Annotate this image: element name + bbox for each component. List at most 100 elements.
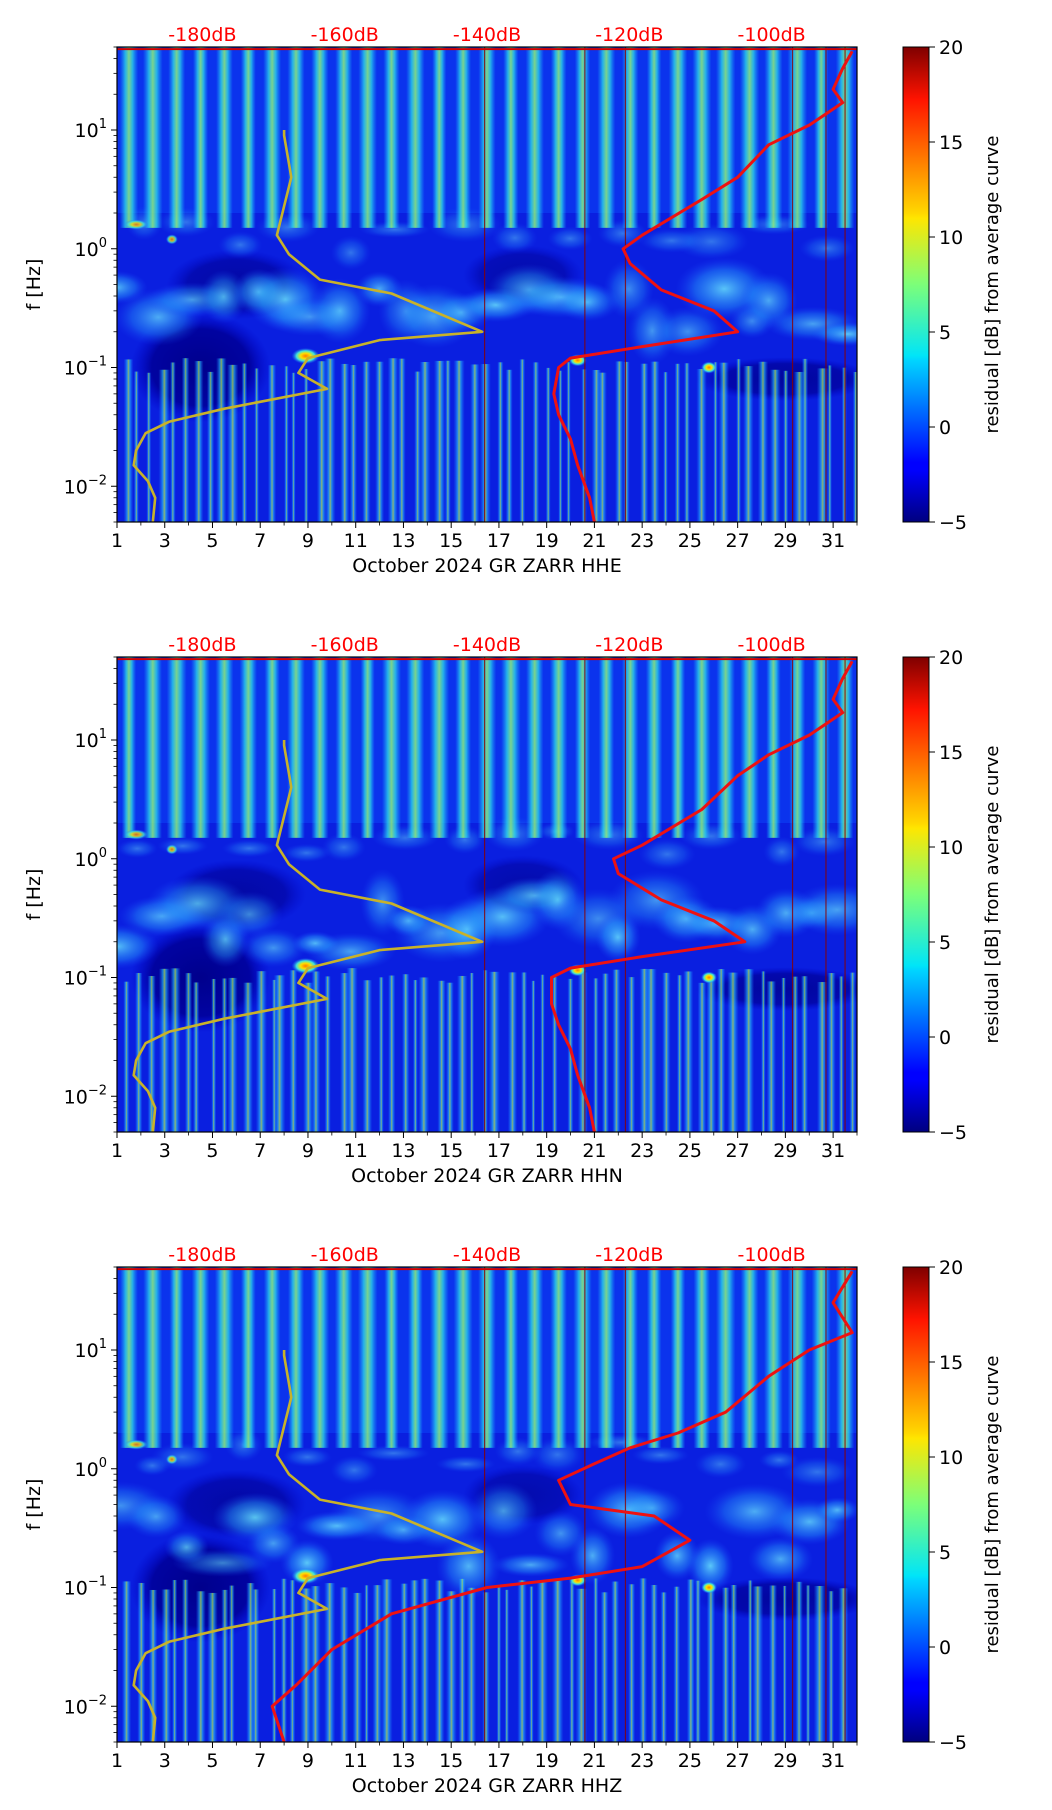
lowfreq-stripe — [743, 969, 755, 1132]
secondary-blob — [157, 837, 209, 855]
x-tick-label: 11 — [344, 1750, 368, 1772]
daily-stripe — [621, 657, 639, 838]
x-tick-label: 9 — [302, 530, 314, 552]
lowfreq-stripe — [683, 971, 694, 1132]
daily-stripe — [240, 47, 256, 228]
y-tick-label: 10−2 — [64, 473, 107, 498]
x-tick-label: 11 — [344, 1140, 368, 1162]
secondary-blob — [282, 1447, 333, 1468]
lowfreq-stripe — [696, 368, 707, 522]
lowfreq-stripe — [545, 367, 551, 522]
lowfreq-stripe — [816, 368, 829, 522]
lowfreq-stripe — [793, 371, 806, 522]
lowfreq-stripe — [540, 974, 545, 1132]
daily-stripe — [406, 657, 425, 838]
x-tick-label: 31 — [821, 1140, 845, 1162]
daily-stripe — [263, 47, 282, 228]
lowfreq-stripe — [482, 1592, 490, 1742]
y-tick-label: 10−1 — [64, 965, 107, 990]
hot-spot — [291, 957, 320, 974]
lowfreq-stripe — [627, 977, 636, 1132]
lowfreq-stripe — [531, 980, 536, 1132]
daily-stripe — [645, 657, 663, 838]
lowfreq-stripe — [581, 369, 587, 522]
x-tick-label: 27 — [726, 1140, 750, 1162]
lowfreq-stripe — [781, 977, 786, 1132]
db-scale-label: -180dB — [168, 634, 236, 656]
daily-stripe — [455, 47, 472, 228]
lowfreq-stripe — [612, 969, 621, 1132]
lowfreq-stripe — [437, 980, 446, 1132]
lowfreq-stripe — [453, 360, 465, 522]
lowfreq-stripe — [747, 1580, 753, 1742]
lowfreq-stripe — [575, 1588, 588, 1742]
x-tick-label: 23 — [630, 1750, 654, 1772]
lowfreq-stripe — [676, 975, 683, 1132]
daily-stripe — [739, 47, 760, 228]
colorbar-tick-label: 10 — [939, 837, 963, 859]
lowfreq-stripe — [841, 367, 847, 522]
lowfreq-stripe — [517, 1580, 527, 1742]
daily-stripe — [407, 1267, 423, 1448]
colorbar-tick-label: 5 — [939, 932, 951, 954]
lowfreq-stripe — [663, 372, 668, 522]
lowfreq-stripe — [184, 973, 193, 1132]
secondary-blob — [435, 1455, 496, 1473]
daily-stripe — [121, 657, 137, 838]
x-tick-label: 29 — [773, 1140, 797, 1162]
heatmap-area — [117, 47, 857, 522]
spectrogram-panel-3: 1 3 5 7 9 11 13 15 17 19 21 23 25 27 29 3110110010−110−… — [23, 1244, 1003, 1797]
lowfreq-stripe — [600, 1592, 609, 1742]
lowfreq-stripe — [444, 360, 451, 522]
lowfreq-stripe — [532, 362, 540, 522]
lowfreq-stripe — [445, 1591, 457, 1742]
colorbar-gradient — [902, 656, 930, 1133]
daily-stripe — [455, 657, 472, 838]
microseism-blob — [687, 1538, 734, 1594]
lowfreq-stripe — [226, 364, 239, 522]
daily-stripe — [763, 1267, 783, 1448]
x-tick-label: 3 — [159, 530, 171, 552]
daily-stripe — [406, 47, 425, 228]
daily-stripe — [597, 47, 616, 228]
lowfreq-stripe — [838, 1588, 849, 1742]
db-scale-label: -120dB — [595, 634, 663, 656]
x-tick-label: 19 — [535, 1750, 559, 1772]
daily-stripe — [311, 47, 329, 228]
lowfreq-stripe — [639, 968, 650, 1132]
x-tick-label: 27 — [726, 530, 750, 552]
lowfreq-stripe — [161, 1589, 172, 1742]
daily-stripe — [166, 657, 187, 838]
colorbar-tick-label: 10 — [939, 1447, 963, 1469]
x-tick-label: 25 — [678, 1140, 702, 1162]
colorbar-gradient — [902, 1266, 930, 1743]
lowfreq-stripe — [458, 1578, 466, 1742]
lowfreq-stripe — [291, 372, 296, 522]
lowfreq-stripe — [852, 371, 857, 522]
x-axis-label: October 2024 GR ZARR HHN — [351, 1165, 623, 1187]
daily-stripe — [764, 47, 783, 228]
lowfreq-stripe — [800, 976, 809, 1132]
x-tick-label: 15 — [439, 1140, 463, 1162]
lowfreq-stripe — [420, 1578, 430, 1742]
colorbar: 20 15 10 5 0 −5 residual [dB] from average cur… — [902, 37, 1003, 534]
daily-stripe — [214, 1267, 235, 1448]
secondary-blob — [444, 825, 486, 854]
daily-stripe — [192, 47, 209, 228]
lowfreq-stripe — [496, 1585, 502, 1742]
x-tick-label: 31 — [821, 530, 845, 552]
lowfreq-stripe — [216, 358, 227, 522]
secondary-blob — [531, 1437, 584, 1473]
lowfreq-stripe — [339, 973, 350, 1132]
microseism-blob — [618, 1487, 686, 1529]
lowfreq-stripe — [566, 362, 571, 522]
lowfreq-stripe — [827, 365, 832, 522]
lowfreq-stripe — [791, 976, 799, 1132]
lowfreq-stripe — [783, 370, 789, 522]
lowfreq-stripe — [497, 362, 504, 522]
secondary-blob — [780, 1456, 854, 1488]
daily-stripe — [716, 657, 736, 838]
db-scale-label: -160dB — [311, 1244, 379, 1266]
hot-spot — [165, 844, 178, 855]
